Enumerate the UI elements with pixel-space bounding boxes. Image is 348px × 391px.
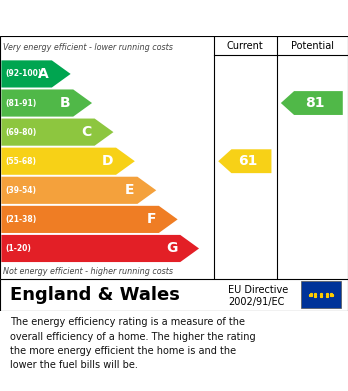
Bar <box>301 282 341 308</box>
Text: EU Directive: EU Directive <box>228 285 288 295</box>
Text: 61: 61 <box>239 154 258 168</box>
Text: (39-54): (39-54) <box>6 186 37 195</box>
Text: D: D <box>102 154 113 168</box>
Polygon shape <box>281 91 343 115</box>
Polygon shape <box>1 118 113 146</box>
Text: England & Wales: England & Wales <box>10 286 180 304</box>
Text: F: F <box>147 212 156 226</box>
Text: G: G <box>166 242 177 255</box>
Text: Current: Current <box>227 41 264 51</box>
Polygon shape <box>1 206 177 233</box>
Text: 2002/91/EC: 2002/91/EC <box>228 297 284 307</box>
Text: (21-38): (21-38) <box>6 215 37 224</box>
Text: Very energy efficient - lower running costs: Very energy efficient - lower running co… <box>3 43 173 52</box>
Text: A: A <box>38 67 49 81</box>
Polygon shape <box>1 148 135 175</box>
Text: B: B <box>60 96 70 110</box>
Text: Not energy efficient - higher running costs: Not energy efficient - higher running co… <box>3 267 174 276</box>
Text: (1-20): (1-20) <box>6 244 31 253</box>
Text: (92-100): (92-100) <box>6 70 42 79</box>
Text: E: E <box>125 183 135 197</box>
Text: 81: 81 <box>306 96 325 110</box>
Text: (81-91): (81-91) <box>6 99 37 108</box>
Polygon shape <box>1 235 199 262</box>
Polygon shape <box>1 90 92 117</box>
Text: Energy Efficiency Rating: Energy Efficiency Rating <box>10 11 232 27</box>
Text: (55-68): (55-68) <box>6 157 37 166</box>
Text: The energy efficiency rating is a measure of the
overall efficiency of a home. T: The energy efficiency rating is a measur… <box>10 317 256 370</box>
Text: (69-80): (69-80) <box>6 127 37 136</box>
Polygon shape <box>1 60 71 88</box>
Text: Potential: Potential <box>291 41 334 51</box>
Text: C: C <box>81 125 92 139</box>
Polygon shape <box>218 149 271 173</box>
Polygon shape <box>1 177 156 204</box>
